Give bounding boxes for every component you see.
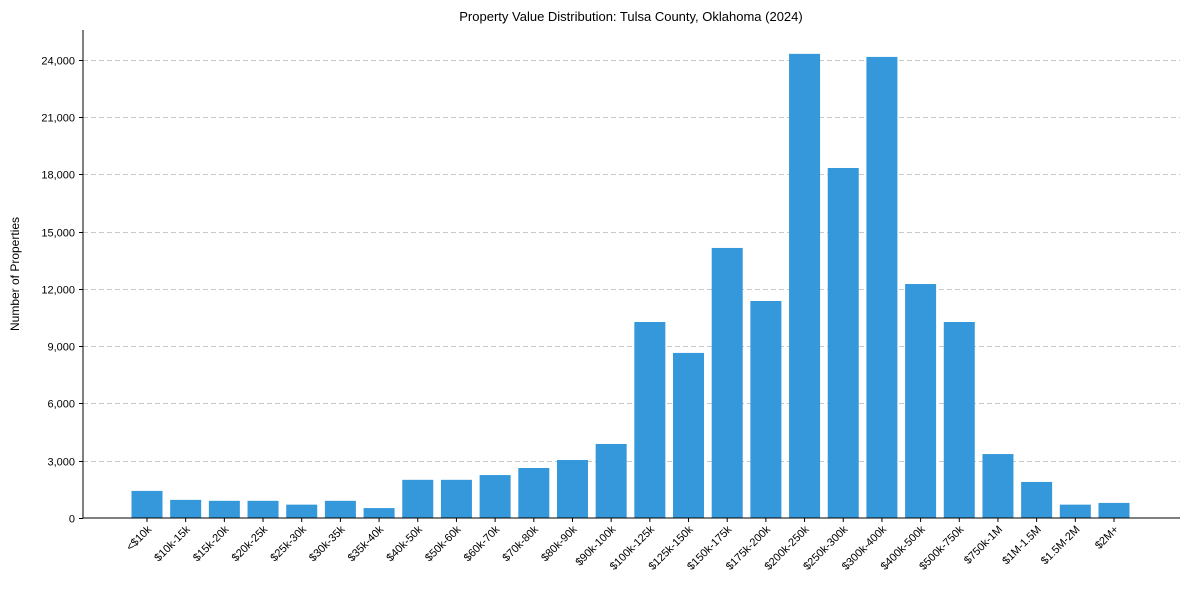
y-tick-label: 18,000 bbox=[41, 170, 75, 182]
x-tick-label: $25k-30k bbox=[268, 523, 309, 564]
bar bbox=[479, 475, 511, 518]
y-tick-label: 0 bbox=[69, 514, 75, 526]
y-axis-label: Number of Properties bbox=[8, 217, 22, 331]
bar bbox=[982, 454, 1014, 518]
y-tick-label: 15,000 bbox=[41, 228, 75, 240]
x-tick-label: $750k-1M bbox=[962, 524, 1005, 567]
y-tick-label: 6,000 bbox=[47, 399, 75, 411]
bar bbox=[943, 321, 975, 518]
bar bbox=[286, 504, 318, 518]
bar bbox=[247, 500, 279, 518]
x-tick-label: $15k-20k bbox=[191, 523, 232, 564]
x-tick-label: $1M-1.5M bbox=[1000, 524, 1044, 568]
bar bbox=[556, 459, 588, 518]
bar bbox=[1098, 502, 1130, 518]
x-tick-label: $10k-15k bbox=[152, 523, 193, 564]
bar bbox=[131, 490, 163, 518]
bar bbox=[440, 479, 472, 518]
x-tick-label: $40k-50k bbox=[384, 523, 425, 564]
y-tick-label: 21,000 bbox=[41, 113, 75, 125]
chart-title: Property Value Distribution: Tulsa Count… bbox=[459, 9, 802, 24]
y-tick-label: 12,000 bbox=[41, 285, 75, 297]
x-tick-label: $60k-70k bbox=[462, 523, 503, 564]
x-tick-label: $1.5M-2M bbox=[1039, 524, 1083, 568]
x-tick-label: $30k-35k bbox=[307, 523, 348, 564]
y-tick-label: 3,000 bbox=[47, 457, 75, 469]
x-tick-label: $35k-40k bbox=[346, 523, 387, 564]
y-tick-label: 9,000 bbox=[47, 342, 75, 354]
bar bbox=[866, 56, 898, 518]
bar bbox=[518, 467, 550, 518]
bar bbox=[827, 167, 859, 518]
bar bbox=[402, 479, 434, 518]
x-tick-label: $70k-80k bbox=[500, 523, 541, 564]
x-tick-label: $50k-60k bbox=[423, 523, 464, 564]
bar bbox=[595, 443, 627, 518]
bar bbox=[905, 284, 937, 518]
x-tick-label: $2M+ bbox=[1093, 524, 1121, 552]
bar bbox=[324, 500, 356, 518]
bar bbox=[634, 321, 666, 518]
bar bbox=[363, 508, 395, 518]
bar bbox=[208, 500, 240, 518]
y-tick-label: 24,000 bbox=[41, 56, 75, 68]
x-tick-label: $80k-90k bbox=[539, 523, 580, 564]
bar bbox=[1059, 504, 1091, 518]
bar bbox=[711, 247, 743, 518]
bar bbox=[673, 352, 705, 518]
bar bbox=[750, 301, 782, 518]
bar bbox=[1021, 481, 1053, 518]
x-tick-label: $20k-25k bbox=[230, 523, 271, 564]
bar bbox=[170, 499, 202, 518]
x-tick-label: <$10k bbox=[124, 523, 154, 553]
bar bbox=[789, 53, 821, 519]
